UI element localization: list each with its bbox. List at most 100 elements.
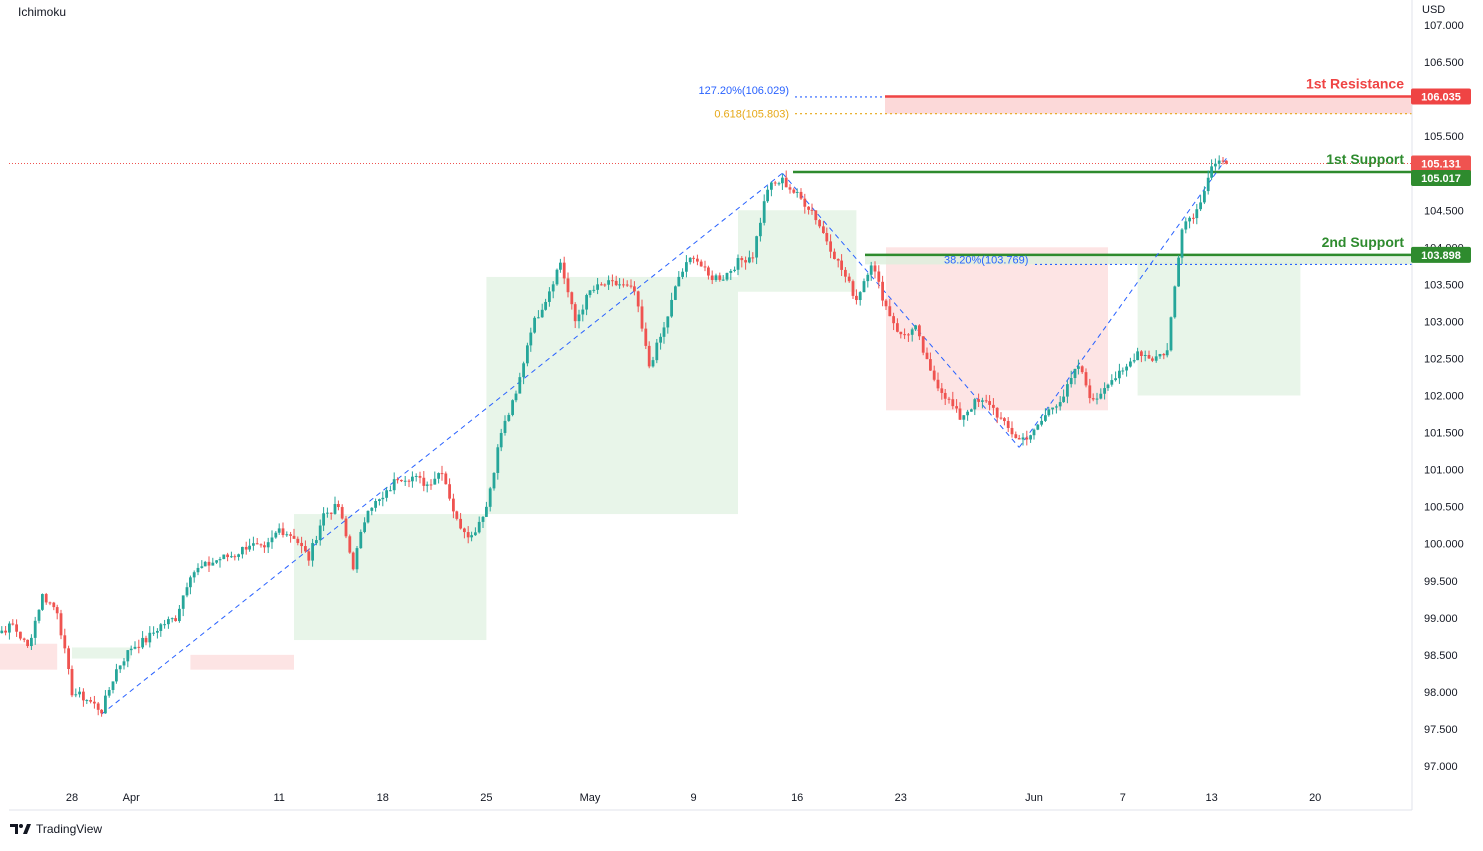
candle-body [422,477,426,486]
candle-body [836,259,840,261]
candle-body [896,323,899,332]
candle-body [1040,420,1043,425]
candle-body [400,479,403,482]
candle-body [1136,351,1139,361]
candle-body [914,325,917,330]
resistance-price-tag[interactable]: 106.035 [1411,88,1471,105]
candle-body [156,630,159,633]
candle-body [884,300,888,307]
candle-body [22,638,26,640]
candle-body [1147,354,1151,359]
price-tick-label: 102.000 [1424,391,1464,403]
candle-body [1036,424,1040,430]
candle-body [655,342,659,361]
support-2-price-tag[interactable]: 103.898 [1411,246,1471,263]
candle-body [674,286,677,300]
candle-body [1047,409,1051,416]
candle-body [444,473,448,485]
candle-body [881,281,884,301]
candle-body [374,501,377,508]
candle-body [696,258,699,262]
candle-body [977,399,980,402]
price-axis[interactable]: 107.000106.500106.000105.500105.000104.5… [1424,20,1464,773]
candle-body [814,210,818,221]
candle-body [455,511,459,519]
candle-body [1195,209,1199,219]
candle-body [1010,427,1014,435]
candle-body [932,370,936,380]
candle-body [477,521,481,533]
pattern-line[interactable] [101,172,783,715]
candle-body [1184,221,1188,230]
candle-body [115,669,118,682]
indicator-label[interactable]: Ichimoku [18,5,67,19]
support-1-price-tag[interactable]: 105.017 [1411,169,1471,186]
candle-body [1014,434,1018,439]
candle-body [70,668,74,696]
candle-body [736,258,740,270]
candle-body [470,535,473,538]
candle-body [544,301,547,310]
support-2-label: 2nd Support [1322,234,1405,250]
price-tick-label: 104.500 [1424,205,1464,217]
candle-body [407,480,411,482]
candle-body [122,661,126,666]
candle-body [570,292,574,305]
candle-body [15,624,18,632]
candle-body [44,594,48,603]
candle-body [1214,163,1217,167]
candle-body [514,393,518,401]
candle-body [425,484,429,486]
candle-body [322,513,325,526]
candle-body [196,567,200,573]
candle-body [233,556,237,558]
candle-body [1188,217,1191,222]
candle-body [448,484,451,499]
candle-body [93,701,96,704]
candle-body [707,267,710,276]
candlesticks [0,155,1228,717]
candle-body [825,232,829,242]
candle-body [518,377,522,394]
candle-body [833,251,836,260]
candle-body [725,272,729,280]
candle-body [429,484,433,486]
candle-body [389,490,392,492]
candle-body [381,497,385,500]
candle-body [1180,229,1184,258]
candle-body [366,510,370,523]
candle-body [277,528,281,533]
price-tick-label: 103.500 [1424,279,1464,291]
candle-body [699,261,703,267]
candle-body [285,534,289,536]
candle-body [30,637,33,647]
candle-body [943,392,947,399]
candle-body [1129,361,1132,367]
time-tick-label: 11 [273,792,284,804]
price-tick-label: 99.500 [1424,576,1458,588]
candle-body [729,270,733,273]
support-zone [865,254,1412,265]
tradingview-brand[interactable]: TradingView [10,820,102,838]
candle-body [137,646,141,648]
candle-body [788,187,792,190]
candle-body [851,281,855,296]
candle-body [999,417,1003,419]
candle-body [200,566,204,568]
brand-name: TradingView [36,822,103,836]
candle-body [259,544,263,546]
candle-body [810,209,814,211]
candle-body [326,512,329,514]
candle-body [488,488,492,507]
candle-body [481,516,485,522]
candle-body [418,475,422,478]
cloud-segment [190,654,294,670]
candle-body [329,512,333,514]
candle-body [1114,378,1117,381]
candle-body [241,546,244,555]
time-axis[interactable]: 28 Apr 11 18 25 May 9 16 23 Jun 7 13 20 [66,792,1321,804]
candle-body [577,314,581,322]
candle-body [1080,366,1084,373]
time-tick-label: 16 [791,792,803,804]
